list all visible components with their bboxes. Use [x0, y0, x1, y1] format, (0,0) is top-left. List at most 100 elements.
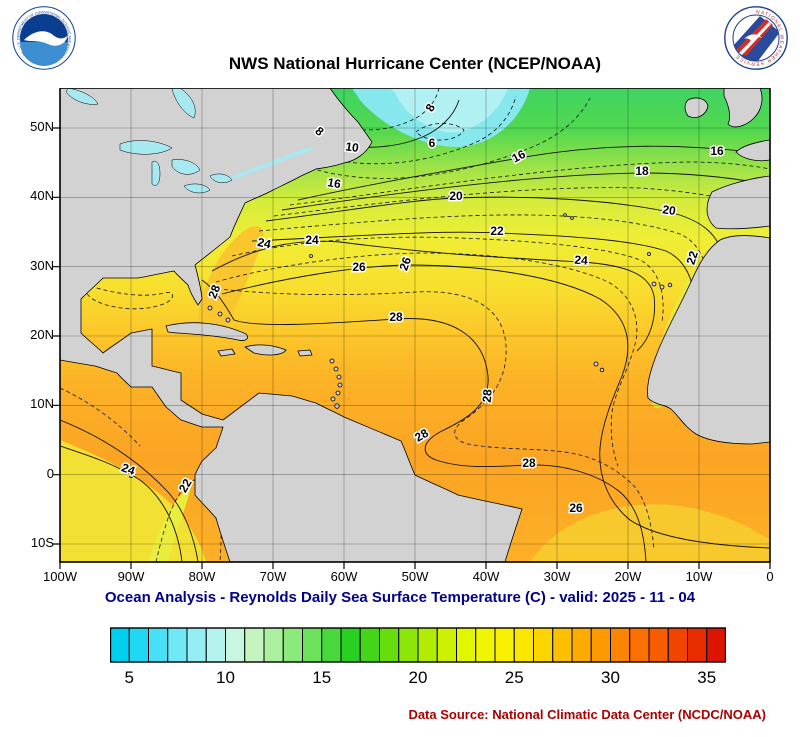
- contour-label: 28: [389, 310, 403, 324]
- x-axis-label: 80W: [188, 569, 216, 584]
- colorbar-cell: [533, 627, 554, 663]
- colorbar-tick-label: 10: [216, 668, 235, 687]
- contour-label: 16: [710, 144, 724, 158]
- land-africa: [647, 235, 770, 445]
- colorbar-cell: [109, 627, 130, 663]
- contour-label: 26: [352, 260, 366, 274]
- colorbar-cell: [571, 627, 592, 663]
- x-axis-label: 100W: [43, 569, 77, 584]
- lake-michigan: [151, 161, 161, 186]
- colorbar-cell: [475, 627, 496, 663]
- y-axis-label: 50N: [30, 119, 54, 134]
- y-axis-label: 10S: [30, 535, 54, 550]
- colorbar-cell: [186, 627, 207, 663]
- contour-label: 24: [305, 233, 319, 247]
- nws-logo: NATIONAL WEATHER SERVICE: [724, 6, 788, 70]
- colorbar-tick-label: 20: [408, 668, 428, 687]
- northern-lakes: [65, 88, 99, 105]
- x-axis-label: 90W: [117, 569, 145, 584]
- colorbar-cell: [629, 627, 650, 663]
- y-axis-label: 20N: [30, 327, 54, 342]
- colorbar-tick-label: 25: [504, 668, 524, 687]
- noaa-logo: NATIONAL OCEANIC AND ATMOSPHERIC ADMINIS…: [12, 6, 76, 70]
- y-axis-label: 10N: [30, 396, 54, 411]
- colorbar-tick-label: 5: [124, 668, 134, 687]
- lake-huron: [171, 159, 201, 175]
- colorbar-cell: [379, 627, 400, 663]
- colorbar-cell: [359, 627, 380, 663]
- y-axis-label: 0: [46, 466, 54, 481]
- colorbar-cell: [340, 627, 361, 663]
- contour-label: 16: [326, 175, 342, 191]
- land-hispaniola: [244, 344, 287, 356]
- land-britain: [723, 88, 763, 128]
- noaa-logo-sea: [20, 42, 68, 66]
- hudson-james-bay: [171, 88, 196, 119]
- colorbar-cell: [302, 627, 323, 663]
- colorbar-cell: [494, 627, 515, 663]
- map-caption: Ocean Analysis - Reynolds Daily Sea Surf…: [104, 589, 696, 606]
- x-axis-label: 60W: [330, 569, 358, 584]
- contour-label: 20: [449, 189, 463, 203]
- colorbar-border: [109, 627, 727, 663]
- contour-label: 20: [662, 202, 677, 218]
- x-axis-label: 10W: [685, 569, 713, 584]
- lake-erie: [183, 183, 211, 194]
- data-source-note: Data Source: National Climatic Data Cent…: [408, 707, 766, 722]
- x-axis-label: 50W: [401, 569, 429, 584]
- contour-label: 26: [569, 501, 583, 515]
- colorbar-cell: [263, 627, 284, 663]
- colorbar-cell: [321, 627, 342, 663]
- colorbar-tick-row: 5 10 15 20 25 30 35: [110, 668, 726, 694]
- x-axis-label: 0: [766, 569, 774, 584]
- lake-superior: [119, 140, 173, 155]
- colorbar-cell: [513, 627, 534, 663]
- x-axis-label: 20W: [614, 569, 642, 584]
- colorbar-cell: [167, 627, 188, 663]
- nws-logo-emblem: [733, 16, 779, 61]
- landmass: [60, 88, 770, 562]
- x-axis-label: 40W: [472, 569, 500, 584]
- land-cuba: [165, 322, 248, 341]
- y-axis-label: 40N: [30, 188, 54, 203]
- contour-label: 22: [683, 249, 701, 266]
- latlon-grid: [60, 88, 770, 562]
- colorbar-cell: [225, 627, 246, 663]
- noaa-gull-icon: [24, 31, 68, 46]
- contour-label: 10: [345, 139, 360, 155]
- colorbar-cell: [148, 627, 169, 663]
- colorbar-cell: [205, 627, 226, 663]
- land-puerto-rico: [297, 349, 313, 357]
- land-americas: [60, 88, 523, 562]
- colorbar-cell: [590, 627, 611, 663]
- colorbar-cell: [282, 627, 303, 663]
- contour-label: 24: [256, 235, 272, 252]
- contour-label: 24: [574, 253, 589, 268]
- page-title: NWS National Hurricane Center (NCEP/NOAA…: [228, 54, 602, 73]
- x-axis-label: 70W: [259, 569, 287, 584]
- lake-ontario: [209, 173, 233, 184]
- colorbar-cell: [417, 627, 438, 663]
- colorbar-cell: [706, 627, 727, 663]
- colorbar-tick-label: 35: [697, 668, 717, 687]
- contour-label: 28: [522, 456, 536, 470]
- colorbar-cell: [667, 627, 688, 663]
- colorbar-tick-label: 15: [312, 668, 332, 687]
- colorbar-cell: [456, 627, 477, 663]
- colorbar-cell: [610, 627, 631, 663]
- contour-lines-solid: [60, 99, 770, 562]
- contour-label: 18: [635, 164, 649, 178]
- axis-ticks: [53, 127, 771, 569]
- st-lawrence-river: [231, 146, 313, 180]
- contour-label: 6: [429, 136, 436, 150]
- small-islands: [129, 213, 673, 478]
- land-ireland: [684, 97, 709, 118]
- colorbar-cell: [648, 627, 669, 663]
- colorbar-cell: [398, 627, 419, 663]
- colorbar-cell: [552, 627, 573, 663]
- land-france: [735, 139, 770, 162]
- land-iberia: [706, 175, 770, 230]
